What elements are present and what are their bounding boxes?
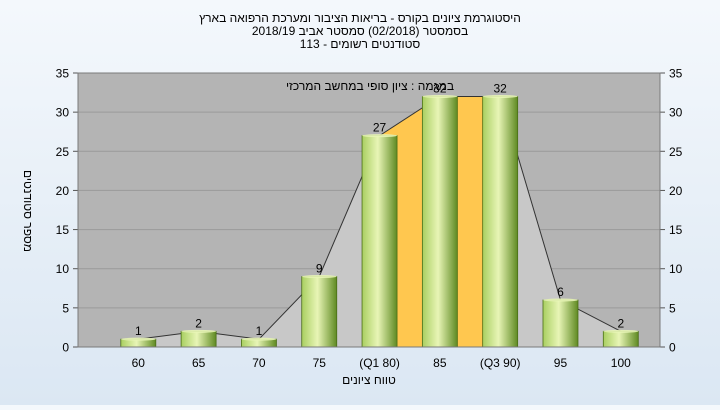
x-tick-label: 70 — [252, 356, 266, 370]
data-label: 9 — [316, 262, 323, 276]
data-label: 27 — [373, 121, 387, 135]
y-axis-label: מספר סטודנטים — [21, 170, 35, 252]
chart-title-line: היסטוגרמת ציונים בקורס - בריאות הציבור ו… — [199, 11, 521, 25]
bar-cap — [181, 329, 217, 333]
x-tick-label: (Q1 80) — [359, 356, 400, 370]
x-tick-label: 65 — [192, 356, 206, 370]
chart-annotation: במגמה : ציון סופי במחשב המרכזי — [286, 79, 454, 93]
x-tick-label: (Q3 90) — [480, 356, 521, 370]
y-tick-label-right: 5 — [669, 301, 676, 315]
y-tick-label-left: 15 — [56, 223, 70, 237]
bar — [301, 276, 338, 348]
chart-title-line: בסמסטר (02/2018) סמסטר אביב 2018/19 — [252, 24, 468, 38]
y-tick-label-right: 35 — [669, 67, 683, 81]
x-tick-label: 95 — [554, 356, 568, 370]
y-tick-label-right: 15 — [669, 223, 683, 237]
y-tick-label-right: 25 — [669, 145, 683, 159]
bar-cap — [241, 337, 277, 341]
bar-cap — [301, 275, 337, 279]
data-label: 1 — [256, 324, 263, 338]
y-tick-label-left: 20 — [56, 184, 70, 198]
data-label: 32 — [493, 81, 507, 95]
data-label: 1 — [135, 324, 142, 338]
x-tick-label: 75 — [313, 356, 327, 370]
bar — [421, 96, 458, 348]
bar-cap — [422, 94, 458, 98]
data-label: 32 — [433, 81, 447, 95]
y-tick-label-left: 35 — [56, 67, 70, 81]
data-label: 2 — [195, 316, 202, 330]
data-label: 6 — [557, 285, 564, 299]
bar — [482, 96, 519, 348]
bar-cap — [482, 94, 518, 98]
x-tick-label: 85 — [433, 356, 447, 370]
y-tick-label-right: 0 — [669, 341, 676, 355]
y-tick-label-left: 5 — [62, 301, 69, 315]
bar — [542, 299, 579, 348]
y-tick-label-left: 25 — [56, 145, 70, 159]
bar-cap — [603, 329, 639, 333]
bar — [180, 330, 217, 348]
bar — [361, 135, 398, 348]
bar-cap — [542, 298, 578, 302]
chart-title-line: סטודנטים רשומים - 113 — [300, 37, 421, 51]
y-tick-label-left: 10 — [56, 262, 70, 276]
data-label: 2 — [617, 316, 624, 330]
y-tick-label-right: 30 — [669, 106, 683, 120]
bar — [602, 330, 639, 348]
y-tick-label-right: 10 — [669, 262, 683, 276]
bar-cap — [120, 337, 156, 341]
y-tick-label-left: 30 — [56, 106, 70, 120]
plot-border — [77, 72, 661, 348]
y-tick-label-left: 0 — [62, 341, 69, 355]
x-axis-label: טווח ציונים — [342, 373, 396, 387]
x-tick-label: 60 — [132, 356, 146, 370]
x-tick-label: 100 — [611, 356, 631, 370]
bar-cap — [362, 134, 398, 138]
y-tick-label-right: 20 — [669, 184, 683, 198]
